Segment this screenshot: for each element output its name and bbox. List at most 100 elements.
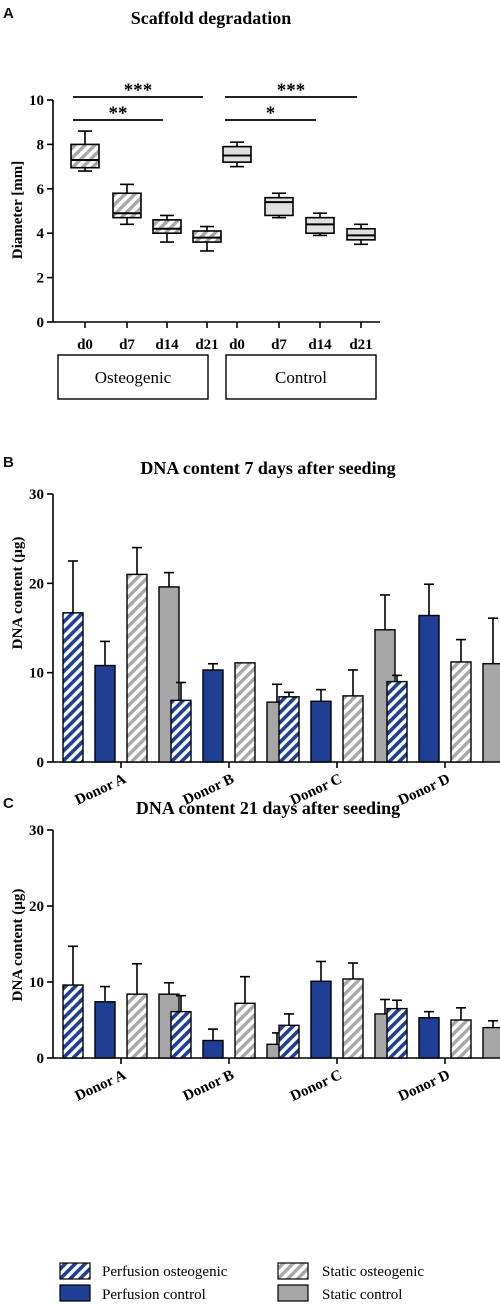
bar: [418, 614, 440, 763]
bar: [202, 1039, 224, 1059]
panel-a-y-tick-label: 0: [37, 315, 45, 331]
panel-c-bar-donor-d-static-control: [482, 1019, 500, 1059]
panel-a-x-tick-label: d0: [77, 337, 93, 353]
legend-swatch-static-control: [277, 1284, 309, 1302]
legend-swatch-perfusion-control: [59, 1284, 91, 1302]
bar: [170, 1010, 192, 1059]
bar: [126, 573, 148, 763]
bar: [278, 696, 300, 763]
box-d14-control: [305, 212, 335, 237]
box-body: [70, 143, 100, 169]
panel-c-bar-donor-b-perfusion-osteogenic: [170, 994, 192, 1059]
panel-b-y-tick-label: 0: [37, 755, 45, 771]
bar: [342, 695, 364, 763]
panel-b-y-axis-label: DNA content (µg): [10, 537, 26, 650]
legend-label-perfusion-osteogenic: Perfusion osteogenic: [102, 1264, 228, 1280]
panel-c-bar-donor-b-perfusion-control: [202, 1028, 224, 1059]
panel-a-axes: 0 2 4 6 8 10 d0 d7 d14 d21 d0 d7 d14 d21: [29, 93, 380, 353]
bar: [342, 978, 364, 1059]
panel-a-y-tick-label: 8: [37, 137, 45, 153]
bar: [234, 662, 256, 763]
bar: [126, 993, 148, 1059]
panel-c-y-axis-label: DNA content (µg): [10, 889, 26, 1002]
bar: [450, 1019, 472, 1059]
panel-c-bar-donor-a-perfusion-osteogenic: [62, 945, 84, 1059]
panel-b-bar-donor-d-perfusion-osteogenic: [386, 674, 408, 763]
legend-label-perfusion-control: Perfusion control: [102, 1287, 206, 1303]
panel-b-title: DNA content 7 days after seeding: [140, 458, 395, 478]
bar: [170, 699, 192, 763]
panel-b-bar-donor-a-perfusion-osteogenic: [62, 560, 84, 763]
panel-c-letter: C: [3, 795, 14, 812]
significance-label: ***: [124, 80, 153, 101]
panel-b: B DNA content 7 days after seeding DNA c…: [3, 454, 500, 809]
panel-b-bar-donor-c-perfusion-osteogenic: [278, 691, 300, 763]
panel-b-x-tick-label: Donor D: [396, 771, 453, 809]
panel-c-y-tick-label: 30: [29, 823, 44, 839]
bar: [310, 980, 332, 1059]
panel-a-significance: *********: [73, 80, 357, 124]
bar: [386, 1007, 408, 1059]
bar: [234, 1002, 256, 1059]
panel-c-x-tick-label: Donor C: [288, 1067, 345, 1105]
legend-swatch-static-osteogenic: [277, 1262, 309, 1280]
panel-b-y-tick-label: 20: [29, 576, 44, 592]
box-d21-osteogenic: [192, 225, 222, 252]
panel-b-bars: [62, 546, 500, 763]
panel-a-group-labels: Osteogenic Control: [57, 354, 377, 400]
significance-label: **: [109, 103, 128, 124]
panel-b-bar-donor-d-static-control: [482, 617, 500, 763]
box-body: [152, 219, 182, 235]
panel-a-letter: A: [3, 5, 14, 22]
panel-c: C DNA content 21 days after seeding DNA …: [3, 795, 500, 1105]
legend-label-static-osteogenic: Static osteogenic: [322, 1264, 424, 1280]
panel-c-title: DNA content 21 days after seeding: [136, 798, 400, 818]
panel-a-x-tick-label: d7: [271, 337, 287, 353]
box-body: [222, 145, 252, 163]
panel-c-bar-donor-d-perfusion-osteogenic: [386, 999, 408, 1059]
panel-a-x-tick-label: d14: [155, 337, 179, 353]
box-body: [305, 216, 335, 235]
box-body: [264, 196, 294, 217]
panel-c-bar-donor-d-perfusion-control: [418, 1010, 440, 1059]
panel-c-bar-donor-c-perfusion-osteogenic: [278, 1013, 300, 1059]
box-body: [192, 230, 222, 243]
panel-c-y-tick-label: 10: [29, 975, 44, 991]
legend: Perfusion osteogenic Static osteogenic P…: [59, 1262, 424, 1303]
panel-c-bar-donor-c-perfusion-control: [310, 960, 332, 1059]
box-body: [346, 227, 376, 241]
panel-a-title: Scaffold degradation: [131, 8, 292, 28]
bar: [62, 612, 84, 763]
legend-label-static-control: Static control: [322, 1287, 402, 1303]
panel-b-bar-donor-a-perfusion-control: [94, 640, 116, 763]
bar: [94, 664, 116, 763]
significance-label: *: [266, 103, 276, 124]
bar: [310, 700, 332, 763]
panel-a-x-tick-label: d7: [119, 337, 135, 353]
bar: [386, 680, 408, 763]
bar: [450, 661, 472, 763]
panel-c-x-tick-label: Donor B: [181, 1067, 237, 1104]
significance-label: ***: [277, 80, 306, 101]
panel-c-bar-donor-b-static-osteogenic: [234, 975, 256, 1059]
panel-b-letter: B: [3, 454, 14, 471]
panel-a-x-tick-label: d21: [349, 337, 372, 353]
bar: [94, 1001, 116, 1059]
panel-b-bar-donor-d-perfusion-control: [418, 583, 440, 763]
panel-a-y-tick-label: 6: [37, 182, 45, 198]
box-d7-control: [264, 192, 294, 219]
box-d14-osteogenic: [152, 214, 182, 243]
panel-c-bar-donor-c-static-osteogenic: [342, 962, 364, 1059]
panel-a-boxes: [70, 130, 376, 252]
group-box-osteogenic: [57, 354, 209, 400]
bar: [62, 984, 84, 1059]
panel-b-bar-donor-b-static-osteogenic: [234, 662, 256, 763]
panel-c-y-tick-label: 0: [37, 1051, 45, 1067]
group-label-control: Control: [275, 368, 327, 387]
panel-b-bar-donor-a-static-osteogenic: [126, 546, 148, 763]
panel-a-y-axis-label: Diameter [mm]: [10, 161, 26, 259]
panel-a: A Scaffold degradation Diameter [mm] 0 2 4…: [3, 5, 380, 400]
box-d7-osteogenic: [112, 183, 142, 226]
panel-a-x-tick-label: d14: [308, 337, 332, 353]
panel-a-y-tick-label: 10: [29, 93, 44, 109]
